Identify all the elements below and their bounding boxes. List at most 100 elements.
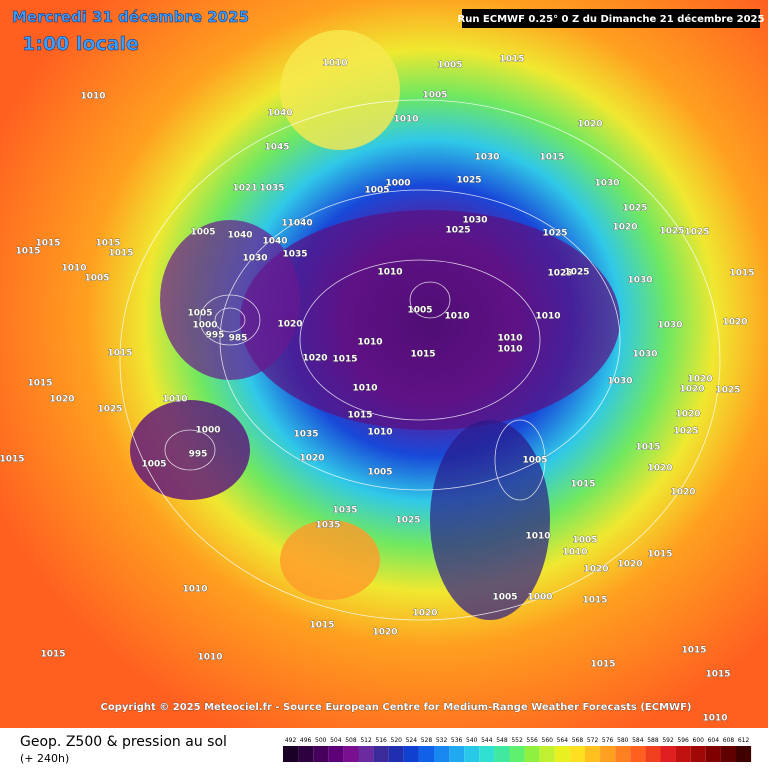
colorbar-label: 504	[330, 737, 342, 744]
colorbar-swatch	[418, 746, 434, 762]
colorbar-label: 572	[587, 737, 599, 744]
colorbar-label: 576	[602, 737, 614, 744]
run-info: Run ECMWF 0.25° 0 Z du Dimanche 21 décem…	[458, 13, 765, 25]
isobar-label: 1010	[182, 585, 207, 595]
isobar-label: 1035	[332, 506, 357, 516]
isobars	[119, 99, 721, 621]
isobar-label: 1015	[347, 411, 372, 421]
colorbar-label: 500	[315, 737, 327, 744]
isobar-label: 1010	[497, 345, 522, 355]
isobar-label: 1005	[492, 593, 517, 603]
colorbar-swatch	[600, 746, 616, 762]
isobar-label: 1025	[684, 228, 709, 238]
isobar-label: 1010	[393, 115, 418, 125]
isobar-label: 1020	[687, 375, 712, 385]
isobar-label: 1025	[715, 386, 740, 396]
isobar-label: 1010	[80, 92, 105, 102]
isobar-label: 1015	[410, 350, 435, 360]
colorbar-label: 592	[662, 737, 674, 744]
colorbar-swatch	[615, 746, 631, 762]
isobar-label: 1030	[462, 216, 487, 226]
footer-title: Geop. Z500 & pression au sol	[20, 734, 227, 750]
isobar-label: 1005	[187, 309, 212, 319]
isobar-label: 1015	[40, 650, 65, 660]
colorbar-swatch	[705, 746, 721, 762]
isobar-label: 1015	[590, 660, 615, 670]
isobar-label: 995	[189, 450, 208, 460]
isobar-label: 1025	[542, 229, 567, 239]
isobar-label: 1020	[412, 609, 437, 619]
colorbar-swatch	[328, 746, 344, 762]
isobar-label: 1020	[617, 560, 642, 570]
colorbar-label: 540	[466, 737, 478, 744]
isobar-label: 1015	[108, 249, 133, 259]
colorbar-swatch	[554, 746, 570, 762]
colorbar-label: 512	[360, 737, 372, 744]
isobar-label: 1015	[95, 239, 120, 249]
colorbar-label: 532	[436, 737, 448, 744]
isobar-label: 1030	[242, 254, 267, 264]
colorbar-label: 568	[572, 737, 584, 744]
colorbar-swatch	[645, 746, 661, 762]
forecast-time: 1:00 locale	[22, 33, 139, 55]
colorbar-swatch	[720, 746, 736, 762]
colorbar-swatch	[479, 746, 495, 762]
isobar-label: 1035	[315, 521, 340, 531]
isobar-label: 1000	[192, 321, 217, 331]
colorbar-swatch	[660, 746, 676, 762]
isobar-label: 1000	[385, 179, 410, 189]
colorbar-label: 516	[375, 737, 387, 744]
isobar-label: 1020	[612, 223, 637, 233]
isobar-label: 1005	[407, 306, 432, 316]
isobar-label: 1035	[293, 430, 318, 440]
colorbar-swatch	[675, 746, 691, 762]
isobar-label: 1020	[647, 464, 672, 474]
isobar-label: 1010	[322, 59, 347, 69]
isobar-label: 1000	[195, 426, 220, 436]
isobar-label: 1030	[627, 276, 652, 286]
isobar-label: 1025	[622, 204, 647, 214]
colorbar-label: 564	[557, 737, 569, 744]
colorbar-swatch	[313, 746, 329, 762]
colorbar-swatch	[373, 746, 389, 762]
colorbar-label: 508	[345, 737, 357, 744]
colorbar: 492 496 500 504 508 512 516 520 524 528 532 536 540 5…	[283, 737, 752, 762]
isobar-label: 1015	[582, 596, 607, 606]
isobar-label: 1020	[670, 488, 695, 498]
colorbar-label: 544	[481, 737, 493, 744]
isobar-label: 1005	[141, 460, 166, 470]
isobar-label: 1020	[372, 628, 397, 638]
isobar-label: 1020	[299, 454, 324, 464]
isobar-label: 1015	[107, 349, 132, 359]
isobar-label: 1015	[539, 153, 564, 163]
map	[0, 0, 768, 728]
colorbar-label: 596	[677, 737, 689, 744]
isobar-label: 1040	[262, 237, 287, 247]
isobar-label: 1000	[527, 593, 552, 603]
isobar-label: 1020	[583, 565, 608, 575]
isobar-label: 1005	[364, 186, 389, 196]
isobar-label: 1020	[49, 395, 74, 405]
colorbar-label: 560	[542, 737, 554, 744]
colorbar-label: 496	[300, 737, 312, 744]
isobar-label: 1015	[681, 646, 706, 656]
isobar-label: 1025	[445, 226, 470, 236]
isobar-label: 1010	[702, 714, 727, 724]
forecast-date: Mercredi 31 décembre 2025	[12, 8, 249, 26]
isobar-label: 985	[229, 334, 248, 344]
isobar-label: 995	[206, 331, 225, 341]
isobar-label: 1030	[657, 321, 682, 331]
isobar-label: 1020	[675, 410, 700, 420]
isobar-label: 1010	[562, 548, 587, 558]
colorbar-label: 536	[451, 737, 463, 744]
colorbar-label: 520	[391, 737, 403, 744]
isobar-label: 1005	[522, 456, 547, 466]
isobar-label: 1025	[564, 268, 589, 278]
isobar-label: 1015	[729, 269, 754, 279]
isobar-label: 1015	[570, 480, 595, 490]
isobar-label: 1035	[259, 184, 284, 194]
isobar-label: 1030	[594, 179, 619, 189]
isobar-label: 1010	[367, 428, 392, 438]
